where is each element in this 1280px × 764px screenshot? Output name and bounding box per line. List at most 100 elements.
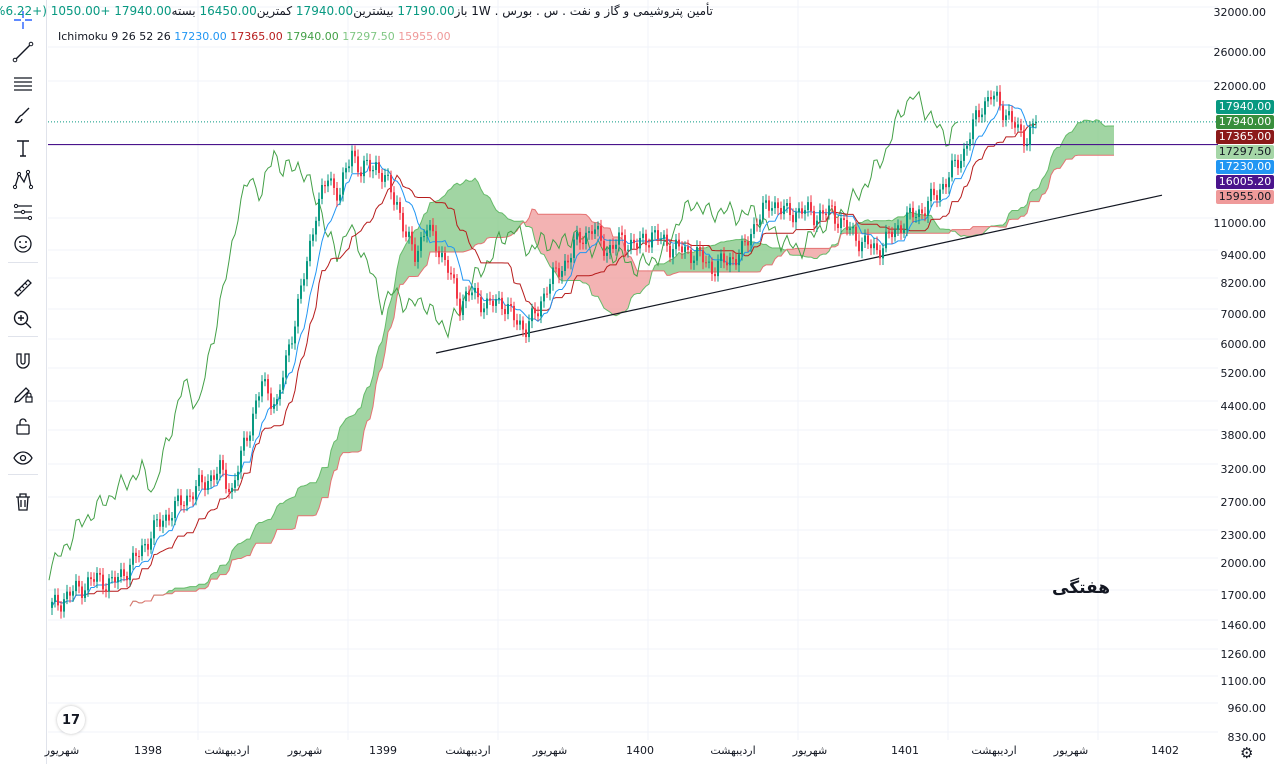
- eye-tool[interactable]: [7, 444, 39, 472]
- ichimoku-cloud-segment: [334, 439, 337, 471]
- candle-body: [429, 224, 431, 231]
- ichimoku-cloud-segment: [1084, 120, 1087, 156]
- candle-body: [999, 91, 1001, 106]
- ichimoku-cloud-segment: [646, 270, 649, 287]
- ichimoku-cloud-segment: [382, 327, 385, 368]
- candle-body: [1035, 121, 1037, 124]
- candle-body: [1029, 127, 1031, 145]
- ichimoku-cloud-segment: [352, 414, 355, 453]
- candle-body: [261, 381, 263, 397]
- ichimoku-cloud-segment: [193, 586, 196, 592]
- ichimoku-cloud-segment: [322, 467, 325, 498]
- ichimoku-cloud-segment: [571, 214, 574, 281]
- time-tick-label: اردیبهشت: [971, 744, 1017, 757]
- legend-open-value: 17190.00: [397, 4, 455, 18]
- lock-tool[interactable]: [7, 412, 39, 440]
- candle-body: [207, 481, 209, 490]
- candle-body: [972, 119, 974, 140]
- emoji-tool[interactable]: [7, 230, 39, 258]
- candle-body: [786, 203, 788, 206]
- ichimoku-cloud-segment: [685, 252, 688, 273]
- candle-body: [696, 247, 698, 261]
- text-tool[interactable]: [7, 134, 39, 162]
- candle-body: [402, 212, 404, 232]
- candle-body: [639, 237, 641, 249]
- candle-body: [174, 501, 176, 519]
- candle-body: [747, 241, 749, 246]
- candle-body: [153, 520, 155, 539]
- candle-body: [651, 232, 653, 248]
- crosshair-tool[interactable]: [7, 6, 39, 34]
- candle-body: [486, 298, 488, 309]
- brush-tool[interactable]: [7, 102, 39, 130]
- legend-close-value: 17940.00: [114, 4, 172, 18]
- ichimoku-cloud-segment: [772, 248, 775, 265]
- candle-body: [543, 293, 545, 302]
- ichimoku-cloud-segment: [1012, 210, 1015, 220]
- tradingview-logo[interactable]: 17: [57, 706, 85, 734]
- ichimoku-cloud-segment: [319, 467, 322, 509]
- time-tick-label: شهریور: [532, 744, 568, 757]
- ichimoku-cloud-segment: [283, 500, 286, 530]
- candle-body: [489, 298, 491, 301]
- candle-body: [183, 505, 185, 507]
- magnet-tool[interactable]: [7, 348, 39, 376]
- price-tick-label: 11000.00: [1213, 217, 1267, 230]
- ichimoku-cloud-segment: [202, 584, 205, 589]
- price-badge: 17365.00: [1216, 130, 1274, 144]
- candle-body: [357, 156, 359, 173]
- ichimoku-cloud-segment: [241, 541, 244, 559]
- candle-body: [459, 298, 461, 316]
- ichimoku-cloud-segment: [1078, 122, 1081, 156]
- trend-line-tool[interactable]: [7, 38, 39, 66]
- trash-icon: [16, 493, 30, 511]
- candle-body: [780, 208, 782, 215]
- ichimoku-cloud-segment: [1021, 207, 1024, 217]
- candle-body: [231, 487, 233, 492]
- candle-body: [555, 267, 557, 269]
- candle-body: [384, 175, 386, 182]
- pattern-tool[interactable]: [7, 166, 39, 194]
- candle-body: [369, 159, 371, 172]
- ichimoku-cloud-segment: [457, 183, 460, 253]
- candle-body: [360, 172, 362, 177]
- indicator-legend[interactable]: Ichimoku 9 26 52 26 17230.00 17365.00 17…: [58, 30, 451, 43]
- price-tick-label: 9400.00: [1220, 249, 1267, 262]
- price-tick-label: 4400.00: [1220, 400, 1267, 413]
- trash-tool[interactable]: [7, 488, 39, 516]
- zoom-in-tool[interactable]: [7, 306, 39, 334]
- ichimoku-cloud-segment: [643, 270, 646, 290]
- candle-body: [612, 245, 614, 249]
- price-chart[interactable]: [48, 0, 1218, 740]
- ruler-tool[interactable]: [7, 274, 39, 302]
- candle-body: [942, 183, 944, 190]
- ichimoku-cloud-segment: [871, 220, 874, 234]
- candle-body: [669, 245, 671, 258]
- candle-body: [783, 205, 785, 215]
- candle-body: [1014, 122, 1016, 128]
- fib-tool[interactable]: [7, 198, 39, 226]
- candle-body: [408, 231, 410, 237]
- ichimoku-cloud-segment: [325, 467, 328, 498]
- ichimoku-cloud-segment: [805, 248, 808, 258]
- candle-body: [81, 586, 83, 598]
- horizontal-lines-tool[interactable]: [7, 70, 39, 98]
- ichimoku-cloud-segment: [451, 184, 454, 253]
- price-tick-label: 960.00: [1227, 702, 1267, 715]
- candle-body: [513, 305, 515, 321]
- lock-drawing-tool[interactable]: [7, 380, 39, 408]
- candle-body: [921, 209, 923, 214]
- candle-body: [444, 252, 446, 260]
- candle-body: [234, 480, 236, 488]
- legend-high-label: بیشترین: [353, 4, 394, 18]
- candle-body: [198, 474, 200, 487]
- indicator-value: 17297.50: [342, 30, 399, 43]
- candle-body: [117, 576, 119, 583]
- price-tick-label: 830.00: [1227, 731, 1267, 744]
- settings-gear-icon[interactable]: ⚙: [1240, 744, 1254, 762]
- ichimoku-cloud-segment: [568, 214, 571, 281]
- candle-body: [255, 400, 257, 414]
- candle-body: [474, 287, 476, 293]
- candle-body: [1005, 115, 1007, 121]
- candle-body: [249, 435, 251, 441]
